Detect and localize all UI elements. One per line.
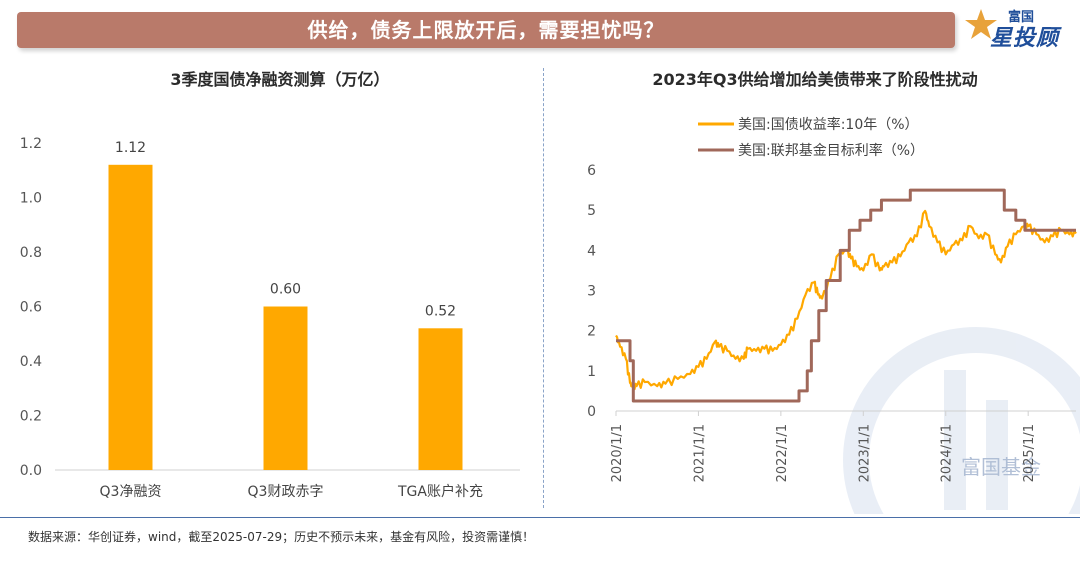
y-tick-label: 0 [587,404,596,420]
y-tick-label: 0.0 [20,463,42,479]
line-chart: 富国基金 0 1 2 3 4 5 6 2020/1/1 2021/1/1 2022/1/1 2023/… [587,116,1080,514]
bar-value-label: 0.52 [425,303,456,319]
y-tick-label: 1.2 [20,136,42,152]
watermark-bar [944,370,966,510]
watermark-text: 富国基金 [961,455,1041,479]
x-category-label: Q3净融资 [100,484,162,500]
bar-value-label: 0.60 [270,282,301,298]
watermark-bar [986,400,1008,510]
y-tick-label: 0.8 [20,245,42,261]
brand-logo: 富国 星投顾 [962,4,1074,52]
y-tick-label: 4 [587,243,596,259]
bar [263,306,308,470]
logo-small-text: 富国 [1008,10,1035,25]
footer-source-note: 数据来源：华创证券，wind，截至2025-07-29；历史不预示未来，基金有风… [28,530,535,544]
x-tick-label: 2023/1/1 [857,424,872,482]
logo-big-text: 星投顾 [990,26,1060,51]
x-tick-label: 2025/1/1 [1022,424,1037,482]
treasury-yield-line [615,209,1077,391]
x-category-label: TGA账户补充 [397,483,483,500]
x-tick-label: 2024/1/1 [940,424,955,482]
y-tick-label: 0.4 [20,354,42,370]
fed-rate-line [616,188,1076,403]
right-chart-title: 2023年Q3供给增加给美债带来了阶段性扰动 [652,70,978,89]
footer-divider [0,517,1080,518]
x-tick-label: 2020/1/1 [610,424,625,482]
bar [418,328,463,470]
left-chart-title: 3季度国债净融资测算（万亿） [170,70,390,89]
title-banner: 供给，债务上限放开后，需要担忧吗？ [17,12,955,48]
x-category-label: Q3财政赤字 [248,484,324,500]
y-tick-label: 5 [587,203,596,219]
star-icon [965,9,997,39]
y-tick-label: 3 [587,284,596,300]
y-tick-label: 2 [587,324,596,340]
banner-title: 供给，债务上限放开后，需要担忧吗？ [307,18,665,42]
y-tick-label: 1.0 [20,191,42,207]
legend-label: 美国:联邦基金目标利率（%） [738,142,924,159]
bar-value-label: 1.12 [115,140,146,156]
y-tick-label: 6 [587,163,596,179]
bar [108,164,153,471]
y-tick-label: 1 [587,364,596,380]
y-tick-label: 0.2 [20,409,42,425]
legend-label: 美国:国债收益率:10年（%） [738,116,919,133]
bar-chart: 0.0 0.2 0.4 0.6 0.8 1.0 1.2 1.12 Q3净融资 0.60 Q3财政赤字… [20,136,520,500]
x-tick-label: 2021/1/1 [692,424,707,482]
x-tick-label: 2022/1/1 [775,424,790,482]
watermark-logo [843,327,1080,514]
watermark-ring [843,327,1080,514]
panel-divider [543,68,544,508]
y-tick-label: 0.6 [20,300,42,316]
